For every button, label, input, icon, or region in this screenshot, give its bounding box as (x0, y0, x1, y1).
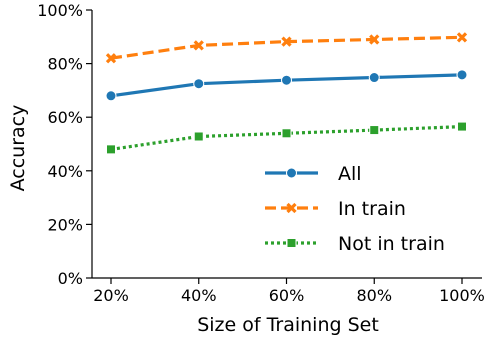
data-point (281, 128, 292, 139)
legend-item: Not in train (265, 233, 445, 255)
data-point (193, 131, 204, 142)
data-point (105, 53, 117, 64)
data-point (281, 74, 292, 86)
legend-marker (286, 202, 297, 214)
x-marker-stroke (105, 53, 117, 64)
x-marker-stroke (286, 202, 297, 214)
x-marker-stroke (193, 40, 204, 51)
data-point (368, 72, 380, 84)
data-point (456, 69, 468, 81)
data-point (456, 32, 468, 43)
x-marker-stroke (281, 36, 292, 47)
legend-marker (286, 167, 297, 179)
x-tick-label: 20% (93, 286, 129, 305)
x-tick-label: 40% (181, 286, 217, 305)
y-tick-label: 40% (47, 162, 83, 181)
series-not-in-train (106, 121, 467, 155)
data-point (369, 34, 380, 45)
x-axis-label: Size of Training Set (197, 314, 379, 336)
legend-label: In train (338, 198, 406, 220)
legend-marker (286, 238, 297, 248)
series-all (105, 69, 468, 102)
y-tick-label: 20% (47, 215, 83, 234)
legend-item: In train (265, 198, 406, 220)
x-marker-stroke (369, 34, 380, 45)
y-tick-label: 60% (47, 108, 83, 127)
data-point (457, 121, 467, 132)
data-point (369, 125, 380, 136)
x-marker-stroke (456, 32, 468, 43)
legend: All In train Not in train (265, 163, 445, 255)
data-point (106, 144, 116, 155)
data-point (193, 78, 205, 90)
y-tick-label: 100% (37, 1, 83, 20)
series-in-train (105, 32, 468, 64)
y-tick-label: 0% (58, 269, 83, 288)
series-group (105, 32, 468, 155)
x-tick-label: 100% (439, 286, 485, 305)
y-axis-label: Accuracy (7, 105, 29, 192)
y-tick-label: 80% (47, 55, 83, 74)
data-point (193, 40, 204, 51)
legend-label: Not in train (338, 233, 445, 255)
x-tick-label: 80% (356, 286, 392, 305)
data-point (281, 36, 292, 47)
ticks: 0% 20% 40% 60% 80% 100% 20% 40% 60% 80% 100% (37, 1, 485, 305)
legend-item: All (265, 163, 362, 185)
legend-label: All (338, 163, 362, 185)
data-point (105, 90, 117, 102)
x-tick-label: 60% (269, 286, 305, 305)
